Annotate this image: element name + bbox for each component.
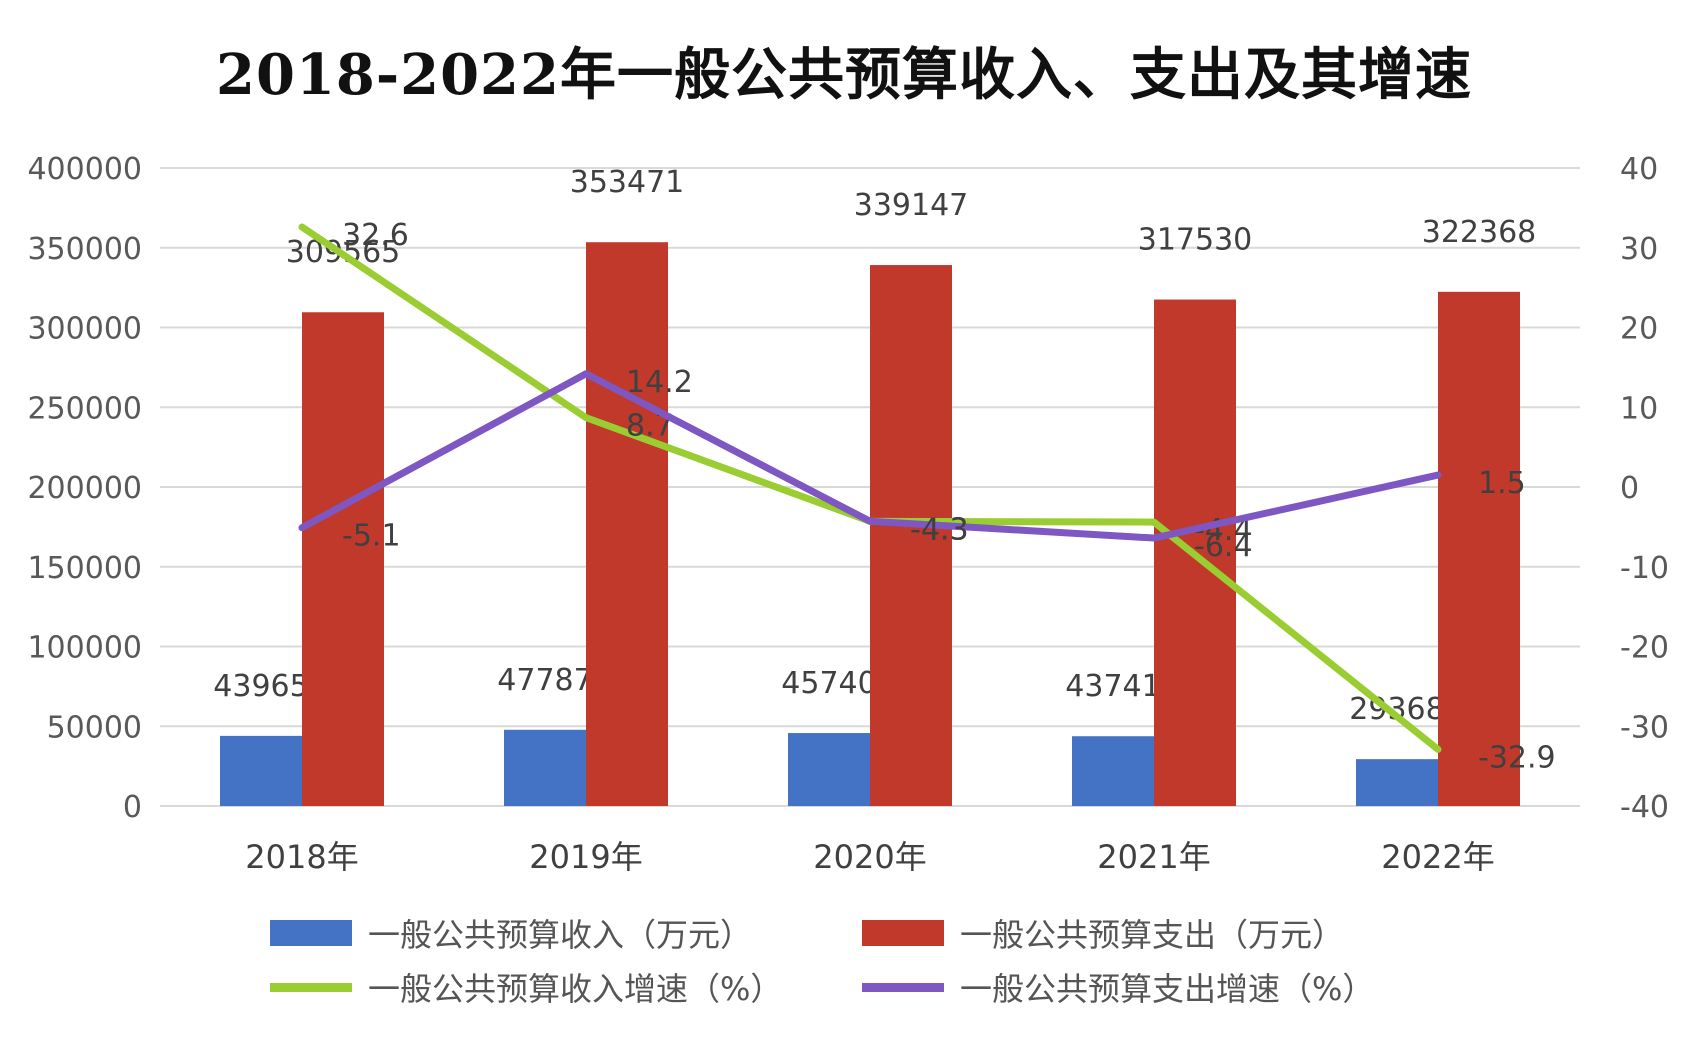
bar-data-label: 339147 xyxy=(854,188,969,223)
bar-data-label: 29368 xyxy=(1349,692,1444,727)
legend-label-expense: 一般公共预算支出（万元） xyxy=(960,916,1345,954)
legend-item-income-growth: 一般公共预算收入增速（%） xyxy=(270,964,782,1010)
line-data-label: 1.5 xyxy=(1478,466,1526,501)
line-data-label: -6.4 xyxy=(1194,529,1253,564)
bar-data-label: 43741 xyxy=(1065,669,1160,704)
bar-expense xyxy=(586,242,668,807)
bar-expense xyxy=(870,265,952,806)
bar-data-label: 47787 xyxy=(497,663,592,698)
y-left-tick-label: 50000 xyxy=(47,710,142,745)
chart-title: 2018-2022年一般公共预算收入、支出及其增速 xyxy=(216,42,1472,108)
x-tick-label: 2019年 xyxy=(529,838,642,876)
y-right-tick-label: 0 xyxy=(1620,471,1639,506)
line-data-label: 32.6 xyxy=(342,218,409,253)
bar-income xyxy=(1356,759,1438,806)
y-right-tick-label: 20 xyxy=(1620,312,1658,347)
bar-income xyxy=(504,729,586,806)
y-left-tick-label: 150000 xyxy=(27,551,142,586)
legend-swatch-income xyxy=(270,920,352,946)
legend-swatch-expense-growth xyxy=(862,982,944,992)
y-left-tick-label: 0 xyxy=(123,790,142,825)
y-right-tick-label: -20 xyxy=(1620,631,1669,666)
bar-expense xyxy=(1438,291,1520,807)
y-right-tick-label: -10 xyxy=(1620,551,1669,586)
line-data-label: -5.1 xyxy=(342,519,401,554)
y-right-tick-label: -30 xyxy=(1620,710,1669,745)
bar-data-label: 317530 xyxy=(1138,223,1253,258)
y-left-tick-label: 250000 xyxy=(27,391,142,426)
bar-income xyxy=(220,735,302,806)
bar-data-label: 45740 xyxy=(781,666,876,701)
y-right-tick-label: 30 xyxy=(1620,232,1658,267)
legend-swatch-expense xyxy=(862,920,944,946)
legend-label-income-growth: 一般公共预算收入增速（%） xyxy=(368,970,783,1008)
y-left-tick-label: 100000 xyxy=(27,631,142,666)
y-right-tick-label: 40 xyxy=(1620,152,1658,187)
y-left-tick-label: 200000 xyxy=(27,471,142,506)
legend-item-expense-growth: 一般公共预算支出增速（%） xyxy=(862,964,1374,1010)
y-right-tick-label: -40 xyxy=(1620,790,1669,825)
legend-swatch-income-growth xyxy=(270,982,352,992)
y-left-tick-label: 350000 xyxy=(27,232,142,267)
line-data-label: 14.2 xyxy=(626,365,693,400)
x-tick-label: 2020年 xyxy=(813,838,926,876)
legend-label-expense-growth: 一般公共预算支出增速（%） xyxy=(960,970,1375,1008)
line-data-label: -32.9 xyxy=(1478,740,1556,775)
legend-item-expense: 一般公共预算支出（万元） xyxy=(862,910,1344,956)
legend-label-income: 一般公共预算收入（万元） xyxy=(368,916,753,954)
y-right-tick-label: 10 xyxy=(1620,391,1658,426)
y-left-tick-label: 400000 xyxy=(27,152,142,187)
legend-item-income: 一般公共预算收入（万元） xyxy=(270,910,752,956)
line-data-label: -4.3 xyxy=(910,512,969,547)
bar-expense xyxy=(302,312,384,806)
bar-income xyxy=(788,733,870,806)
x-tick-label: 2018年 xyxy=(245,838,358,876)
x-tick-label: 2021年 xyxy=(1097,838,1210,876)
bar-data-label: 43965 xyxy=(213,669,308,704)
x-tick-label: 2022年 xyxy=(1381,838,1494,876)
bar-data-label: 322368 xyxy=(1422,215,1537,250)
bar-data-label: 353471 xyxy=(570,165,685,200)
line-expense-growth xyxy=(298,370,1442,542)
y-left-tick-label: 300000 xyxy=(27,312,142,347)
bar-income xyxy=(1072,736,1154,806)
